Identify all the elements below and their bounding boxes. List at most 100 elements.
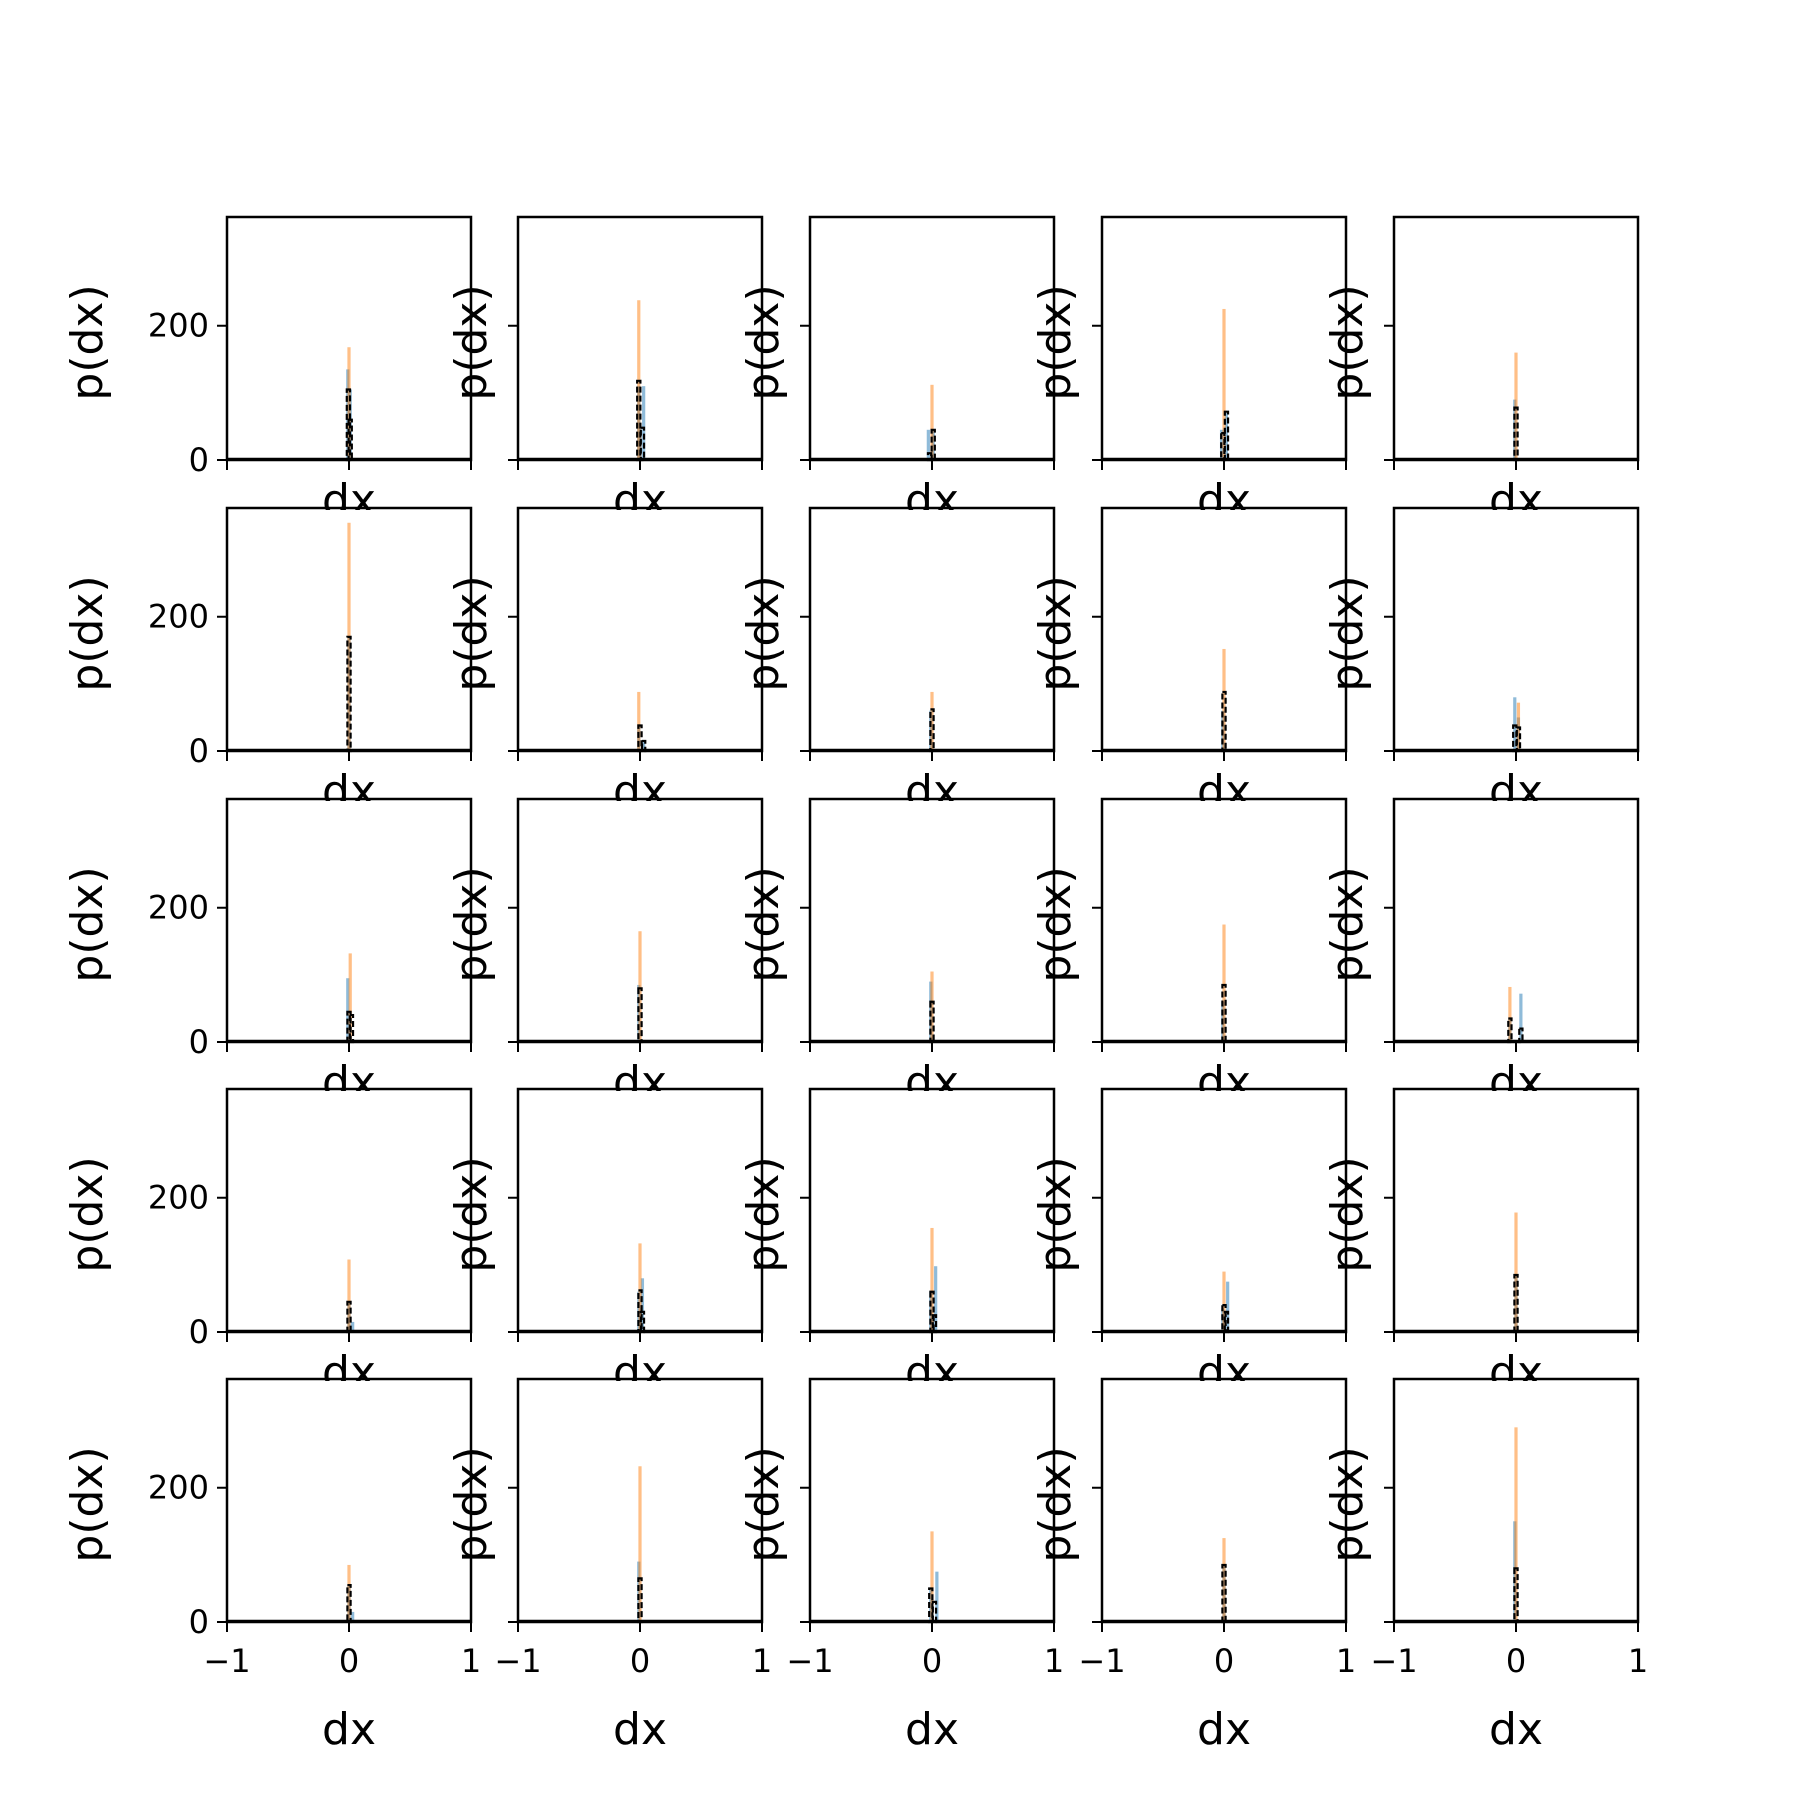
- y-tick-label-4-0-0: 0: [189, 1603, 209, 1641]
- bar-black-2-3-0: [1221, 983, 1227, 1044]
- x-tick-label-4-2-1: 0: [922, 1642, 942, 1680]
- bar-orange-4-1-0: [638, 1466, 642, 1622]
- y-axis-label-0-0: p(dx): [62, 284, 113, 400]
- label-mask-2-0: [222, 1091, 476, 1131]
- y-tick-label-3-0-1: 200: [148, 1179, 209, 1217]
- y-axis-label-2-4: p(dx): [1322, 866, 1373, 982]
- y-tick-label-4-0-1: 200: [148, 1469, 209, 1507]
- y-axis-label-0-3: p(dx): [1030, 284, 1081, 400]
- label-mask-2-2: [805, 1091, 1059, 1131]
- bar-blue-3-1-1: [640, 1278, 645, 1332]
- x-axis-label-4-3: dx: [1197, 1704, 1251, 1755]
- bar-orange-4-4-0: [1514, 1427, 1518, 1622]
- x-tick-label-4-4-0: −1: [1370, 1642, 1417, 1680]
- bar-black-3-3-1: [1223, 1310, 1230, 1334]
- label-mask-2-4: [1389, 1091, 1643, 1131]
- y-tick-label-1-0-1: 200: [148, 598, 209, 636]
- x-tick-label-4-4-2: 1: [1628, 1642, 1648, 1680]
- label-mask-0-1: [513, 510, 767, 550]
- bar-orange-4-0-0: [347, 1564, 351, 1622]
- label-mask-1-2: [805, 801, 1059, 841]
- bar-black-3-1-1: [639, 1310, 646, 1334]
- y-tick-label-2-0-0: 0: [189, 1023, 209, 1061]
- bar-orange-4-3-0: [1222, 1538, 1226, 1622]
- x-tick-label-4-3-0: −1: [1078, 1642, 1125, 1680]
- y-tick-label-2-0-1: 200: [148, 889, 209, 927]
- x-axis-label-4-4: dx: [1489, 1704, 1543, 1755]
- bar-blue-0-3-1: [1224, 413, 1229, 460]
- bar-blue-0-1-1: [642, 386, 646, 460]
- y-axis-label-3-0: p(dx): [62, 1156, 113, 1272]
- bar-orange-3-0-0: [347, 1259, 351, 1332]
- y-axis-label-2-3: p(dx): [1030, 866, 1081, 982]
- x-tick-label-4-3-2: 1: [1336, 1642, 1356, 1680]
- bar-black-3-0-0: [346, 1300, 352, 1334]
- y-axis-label-1-4: p(dx): [1322, 575, 1373, 691]
- bar-blue-3-2-1: [934, 1266, 938, 1332]
- y-axis-label-4-0: p(dx): [62, 1446, 113, 1562]
- label-mask-1-1: [513, 801, 767, 841]
- label-mask-1-4: [1389, 801, 1643, 841]
- x-axis-label-4-2: dx: [905, 1704, 959, 1755]
- bar-orange-1-2-0: [930, 691, 934, 751]
- y-axis-label-2-0: p(dx): [62, 866, 113, 982]
- y-tick-label-0-0-0: 0: [189, 441, 209, 479]
- bar-orange-3-1-0: [638, 1243, 642, 1332]
- label-mask-1-0: [222, 801, 476, 841]
- bar-blue-2-0-0: [346, 978, 350, 1042]
- bar-blue-3-0-1: [351, 1321, 355, 1332]
- y-axis-label-2-1: p(dx): [446, 866, 497, 982]
- x-tick-label-4-0-0: −1: [203, 1642, 250, 1680]
- bar-black-0-3-1: [1223, 410, 1230, 462]
- bar-blue-1-4-0: [1513, 697, 1517, 751]
- bar-blue-1-1-1: [642, 740, 646, 751]
- y-axis-label-1-1: p(dx): [446, 575, 497, 691]
- label-mask-3-2: [805, 1381, 1059, 1421]
- y-tick-label-0-0-1: 200: [148, 307, 209, 345]
- label-mask-0-3: [1097, 510, 1351, 550]
- label-mask-0-2: [805, 510, 1059, 550]
- y-axis-label-3-2: p(dx): [738, 1156, 789, 1272]
- label-mask-2-3: [1097, 1091, 1351, 1131]
- y-axis-label-0-1: p(dx): [446, 284, 497, 400]
- bar-orange-0-4-0: [1514, 352, 1518, 460]
- bar-black-3-4-0: [1513, 1273, 1519, 1334]
- label-mask-3-1: [513, 1381, 767, 1421]
- x-tick-label-4-1-1: 0: [630, 1642, 650, 1680]
- bar-orange-0-2-0: [930, 384, 934, 460]
- bar-blue-0-2-0: [926, 429, 930, 460]
- bar-orange-2-3-0: [1222, 924, 1226, 1042]
- y-axis-label-3-4: p(dx): [1322, 1156, 1373, 1272]
- x-axis-label-4-1: dx: [613, 1704, 667, 1755]
- x-tick-label-4-1-2: 1: [752, 1642, 772, 1680]
- label-mask-2-1: [513, 1091, 767, 1131]
- bar-orange-0-3-0: [1222, 308, 1226, 460]
- y-axis-label-4-4: p(dx): [1322, 1446, 1373, 1562]
- y-axis-label-1-0: p(dx): [62, 575, 113, 691]
- x-tick-label-4-2-2: 1: [1044, 1642, 1064, 1680]
- y-axis-label-1-3: p(dx): [1030, 575, 1081, 691]
- bar-orange-3-3-0: [1222, 1271, 1226, 1332]
- label-mask-3-4: [1389, 1381, 1643, 1421]
- bar-orange-3-4-0: [1514, 1212, 1518, 1332]
- x-tick-label-4-2-0: −1: [786, 1642, 833, 1680]
- bar-blue-3-3-1: [1226, 1281, 1230, 1332]
- bar-black-0-2-1: [930, 428, 936, 462]
- label-mask-3-0: [222, 1381, 476, 1421]
- y-axis-label-3-1: p(dx): [446, 1156, 497, 1272]
- y-tick-label-3-0-0: 0: [189, 1313, 209, 1351]
- label-mask-0-4: [1389, 510, 1643, 550]
- bar-orange-3-2-0: [930, 1227, 934, 1332]
- y-axis-label-0-4: p(dx): [1322, 284, 1373, 400]
- x-axis-label-4-0: dx: [322, 1704, 376, 1755]
- label-mask-1-3: [1097, 801, 1351, 841]
- x-tick-label-4-3-1: 0: [1214, 1642, 1234, 1680]
- x-tick-label-4-1-0: −1: [494, 1642, 541, 1680]
- y-axis-label-3-3: p(dx): [1030, 1156, 1081, 1272]
- bar-blue-2-4-1: [1519, 993, 1523, 1042]
- bar-blue-4-0-1: [351, 1611, 355, 1622]
- y-axis-label-0-2: p(dx): [738, 284, 789, 400]
- y-axis-label-1-2: p(dx): [738, 575, 789, 691]
- x-tick-label-4-0-1: 0: [339, 1642, 359, 1680]
